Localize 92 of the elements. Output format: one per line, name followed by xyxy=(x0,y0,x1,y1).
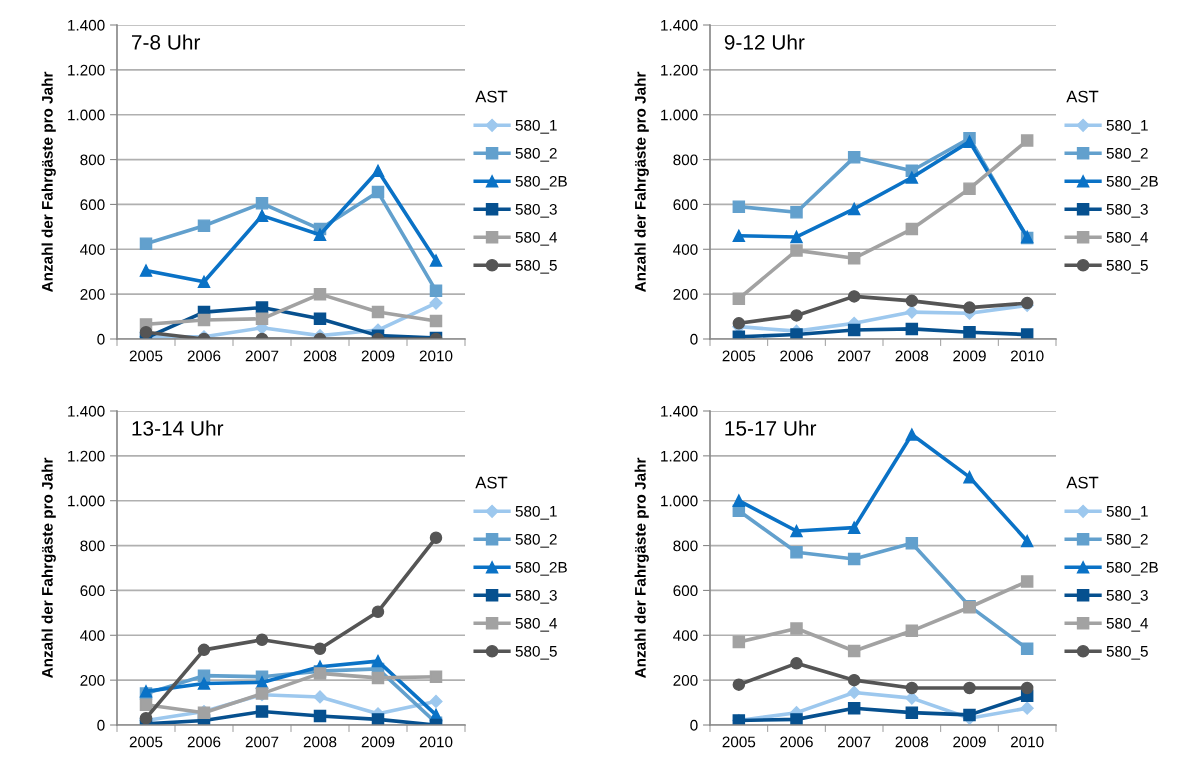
y-tick-label: 600 xyxy=(80,585,105,597)
x-tick-label: 2007 xyxy=(245,736,279,748)
y-tick-label: 1.400 xyxy=(68,19,105,31)
x-tick-label: 2009 xyxy=(361,350,395,362)
y-tick-label: 800 xyxy=(673,154,698,166)
legend-label: 580_1 xyxy=(1106,505,1148,520)
x-tick-label: 2009 xyxy=(953,736,986,748)
legend-label: 580_2 xyxy=(1106,147,1148,162)
y-tick-label: 200 xyxy=(80,289,105,300)
legend-title: AST xyxy=(1066,476,1099,489)
legend-label: 580_3 xyxy=(1106,589,1148,604)
legend-label: 580_5 xyxy=(515,259,557,274)
legend-label: 580_1 xyxy=(1106,119,1148,134)
y-tick-label: 800 xyxy=(80,540,105,552)
y-tick-label: 400 xyxy=(80,244,105,255)
x-tick-label: 2009 xyxy=(953,350,986,362)
legend-label: 580_2B xyxy=(515,561,567,576)
y-tick-label: 800 xyxy=(80,154,105,166)
chart-title: 13-14 Uhr xyxy=(132,420,224,436)
legend-label: 580_4 xyxy=(515,617,558,632)
x-tick-label: 2006 xyxy=(187,736,221,748)
x-tick-label: 2010 xyxy=(1010,350,1044,362)
y-tick-label: 1.000 xyxy=(68,495,105,507)
x-tick-label: 2006 xyxy=(780,736,813,748)
y-axis-title: Anzahl der Fahrgäste pro Jahr xyxy=(634,457,649,678)
legend-label: 580_5 xyxy=(1106,645,1148,660)
y-tick-label: 1.400 xyxy=(68,405,105,417)
legend-label: 580_3 xyxy=(515,589,557,604)
y-tick-label: 1.200 xyxy=(661,450,698,462)
legend-title: AST xyxy=(475,90,508,103)
x-tick-label: 2008 xyxy=(303,736,337,748)
legend-label: 580_2 xyxy=(515,147,557,162)
chart-title: 9-12 Uhr xyxy=(724,34,805,50)
y-axis-title: Anzahl der Fahrgäste pro Jahr xyxy=(634,71,649,292)
x-tick-label: 2005 xyxy=(722,736,756,748)
y-tick-label: 400 xyxy=(80,630,105,641)
legend-label: 580_4 xyxy=(515,231,558,246)
y-tick-label: 1.000 xyxy=(661,109,698,121)
y-tick-label: 600 xyxy=(673,585,698,597)
y-tick-label: 1.200 xyxy=(68,64,105,76)
y-axis-title: Anzahl der Fahrgäste pro Jahr xyxy=(41,71,56,292)
y-tick-label: 1.000 xyxy=(68,109,105,121)
x-tick-label: 2010 xyxy=(419,736,453,748)
y-tick-label: 600 xyxy=(673,199,698,211)
y-tick-label: 200 xyxy=(673,675,698,686)
x-tick-label: 2006 xyxy=(187,350,221,362)
legend-label: 580_4 xyxy=(1106,617,1149,632)
y-tick-label: 200 xyxy=(673,289,698,300)
y-axis-title: Anzahl der Fahrgäste pro Jahr xyxy=(41,457,56,678)
y-tick-label: 0 xyxy=(97,719,105,731)
y-tick-label: 200 xyxy=(80,675,105,686)
legend-label: 580_2B xyxy=(515,175,567,190)
x-tick-label: 2008 xyxy=(895,736,929,748)
y-tick-label: 1.400 xyxy=(661,19,698,31)
chart-title: 15-17 Uhr xyxy=(725,420,817,436)
legend-label: 580_4 xyxy=(1106,231,1149,246)
y-tick-label: 1.200 xyxy=(661,64,698,76)
y-tick-label: 600 xyxy=(80,199,105,211)
legend-label: 580_3 xyxy=(1106,203,1148,218)
y-tick-label: 800 xyxy=(673,540,698,552)
legend-label: 580_1 xyxy=(515,505,557,520)
x-tick-label: 2007 xyxy=(245,350,279,362)
y-tick-label: 1.400 xyxy=(661,405,698,417)
y-tick-label: 0 xyxy=(690,719,698,731)
y-tick-label: 400 xyxy=(673,630,698,641)
legend-label: 580_5 xyxy=(515,645,557,660)
legend-label: 580_2 xyxy=(515,533,557,548)
x-tick-label: 2005 xyxy=(129,736,163,748)
legend-label: 580_5 xyxy=(1106,259,1148,274)
legend-title: AST xyxy=(1066,90,1099,103)
x-tick-label: 2009 xyxy=(361,736,395,748)
legend-title: AST xyxy=(475,476,508,489)
x-tick-label: 2010 xyxy=(419,350,453,362)
legend-label: 580_2 xyxy=(1106,533,1148,548)
x-tick-label: 2007 xyxy=(837,350,871,362)
y-tick-label: 1.200 xyxy=(68,450,105,462)
x-tick-label: 2008 xyxy=(895,350,929,362)
x-tick-label: 2008 xyxy=(303,350,337,362)
x-tick-label: 2010 xyxy=(1010,736,1044,748)
chart-title: 7-8 Uhr xyxy=(131,34,201,50)
y-tick-label: 0 xyxy=(97,333,105,345)
legend-label: 580_1 xyxy=(515,119,557,134)
x-tick-label: 2007 xyxy=(837,736,871,748)
y-tick-label: 0 xyxy=(690,333,698,345)
y-tick-label: 400 xyxy=(673,244,698,255)
legend-label: 580_2B xyxy=(1106,561,1158,576)
x-tick-label: 2005 xyxy=(129,350,163,362)
y-tick-label: 1.000 xyxy=(661,495,698,507)
legend-label: 580_2B xyxy=(1106,175,1158,190)
legend-label: 580_3 xyxy=(515,203,557,218)
x-tick-label: 2005 xyxy=(722,350,756,362)
x-tick-label: 2006 xyxy=(780,350,813,362)
